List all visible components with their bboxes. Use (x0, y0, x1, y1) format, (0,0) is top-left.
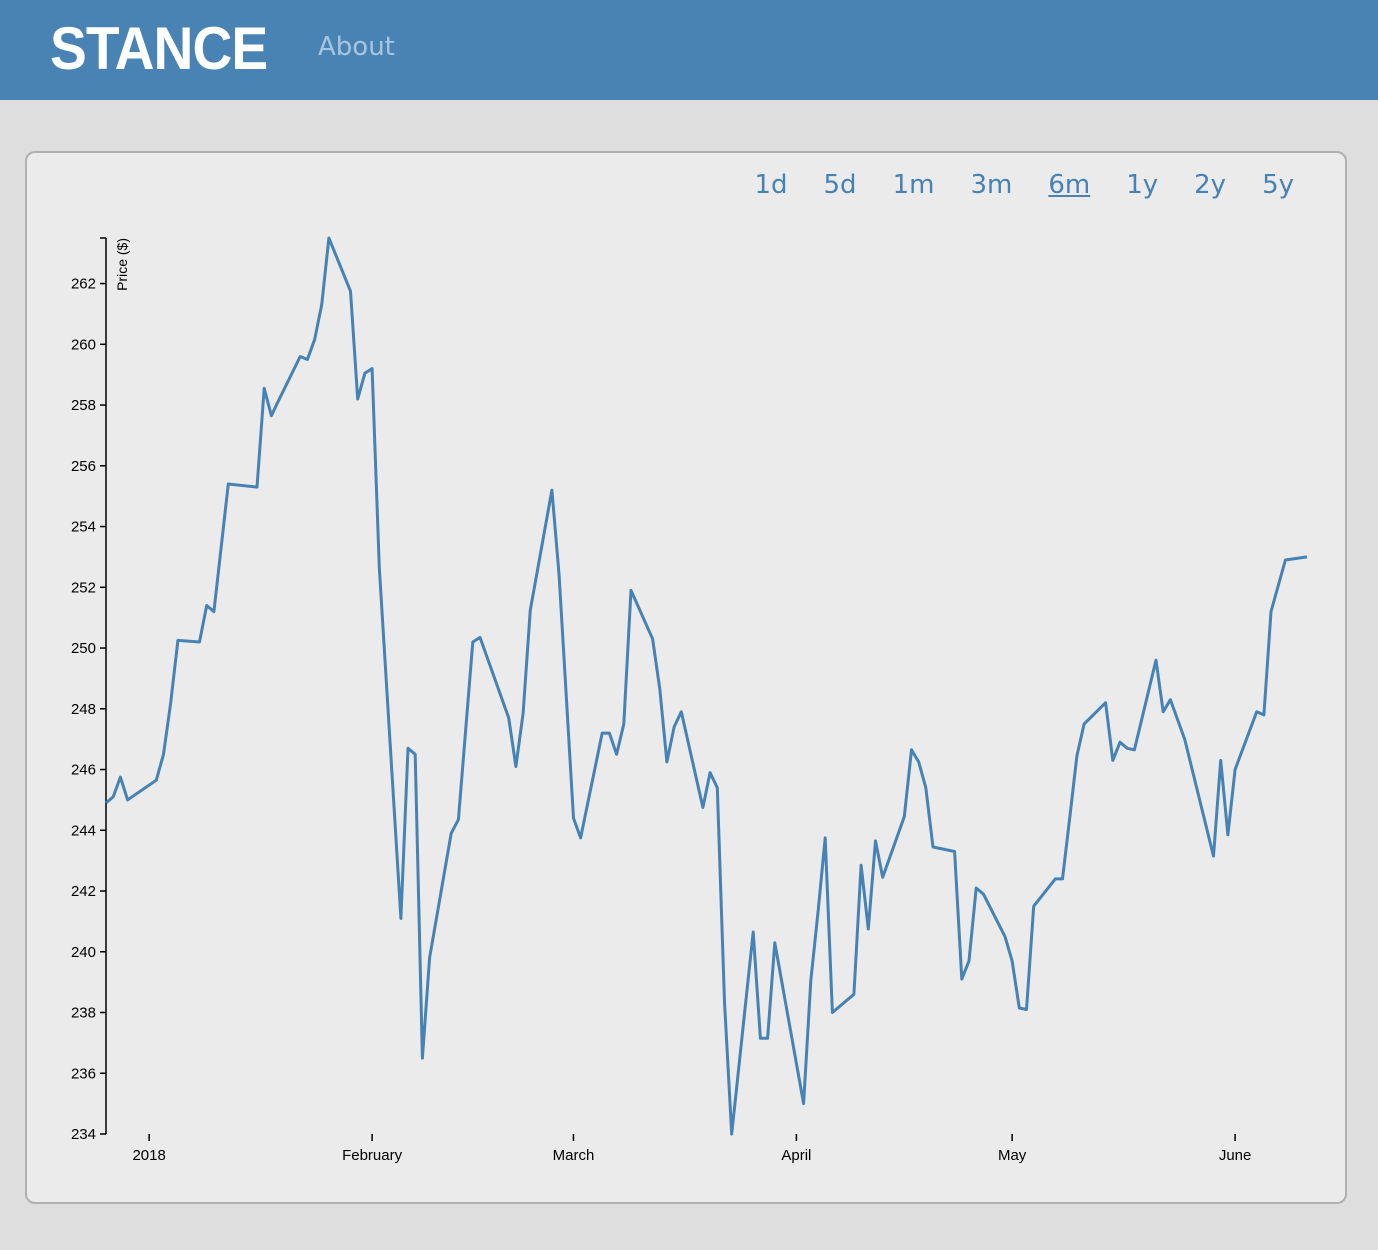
range-button[interactable]: 5y (1262, 170, 1294, 200)
brand[interactable]: STANCE (50, 15, 268, 82)
nav-link[interactable]: About (318, 32, 395, 62)
range-button[interactable]: 2y (1194, 170, 1227, 200)
range-button[interactable]: 3m (970, 170, 1013, 200)
top-bar: STANCE About (0, 0, 1378, 100)
range-button[interactable]: 5d (823, 170, 857, 200)
range-buttons: 1d 5d 1m 3m 6m 1y 2y 5y (754, 170, 1294, 200)
range-button[interactable]: 1m (892, 170, 935, 200)
range-button[interactable]: 1d (754, 170, 788, 200)
chart-card (25, 151, 1347, 1204)
range-button[interactable]: 6m (1048, 170, 1091, 200)
range-button[interactable]: 1y (1126, 170, 1159, 200)
